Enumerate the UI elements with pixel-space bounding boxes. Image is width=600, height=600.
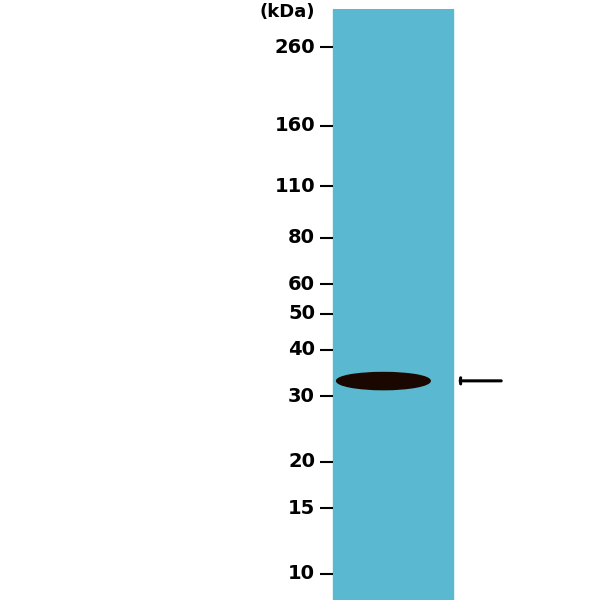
Text: 30: 30 xyxy=(288,387,315,406)
Text: 40: 40 xyxy=(288,340,315,359)
Ellipse shape xyxy=(347,374,419,388)
Text: 160: 160 xyxy=(274,116,315,135)
Text: 20: 20 xyxy=(288,452,315,471)
Text: 80: 80 xyxy=(288,228,315,247)
Text: (kDa): (kDa) xyxy=(260,2,315,20)
Text: 15: 15 xyxy=(288,499,315,518)
Bar xyxy=(333,9,453,600)
Ellipse shape xyxy=(337,373,430,389)
Ellipse shape xyxy=(356,376,410,386)
Text: 60: 60 xyxy=(288,275,315,294)
Text: 110: 110 xyxy=(274,177,315,196)
Text: 50: 50 xyxy=(288,304,315,323)
Text: 10: 10 xyxy=(288,564,315,583)
Ellipse shape xyxy=(365,377,401,385)
Text: 260: 260 xyxy=(274,38,315,57)
